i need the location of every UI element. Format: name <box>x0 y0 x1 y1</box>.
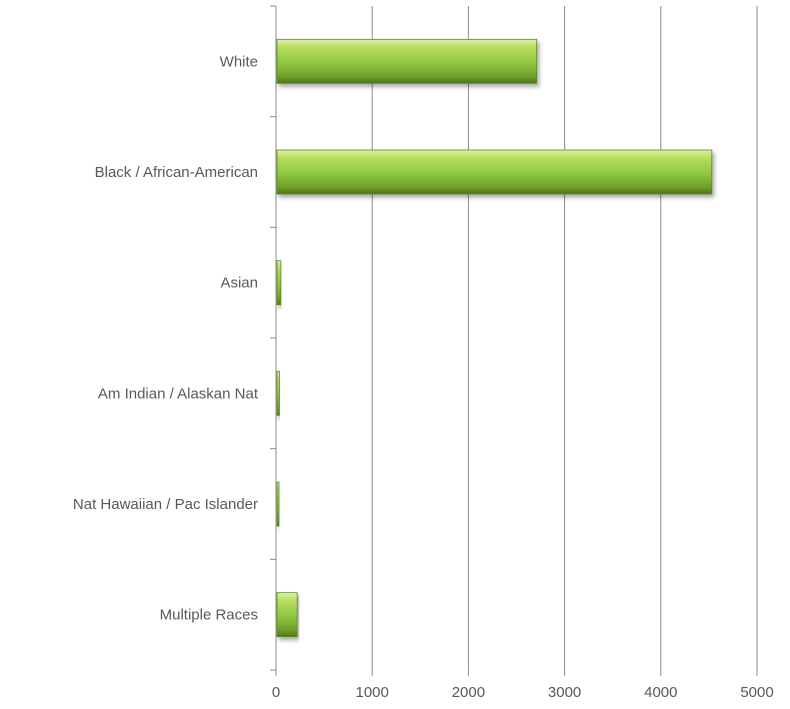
x-tick-label: 2000 <box>452 684 485 701</box>
category-label: Am Indian / Alaskan Nat <box>98 385 259 402</box>
bar <box>276 592 298 638</box>
category-label: White <box>220 53 258 70</box>
x-tick-label: 5000 <box>740 684 773 701</box>
x-tick-label: 1000 <box>356 684 389 701</box>
axes <box>270 5 758 676</box>
gridlines <box>371 6 758 670</box>
category-label: Nat Hawaiian / Pac Islander <box>73 496 258 513</box>
bar <box>276 38 538 84</box>
category-label: Multiple Races <box>160 607 258 624</box>
bar <box>276 481 280 527</box>
x-tick-label: 4000 <box>644 684 677 701</box>
category-label: Asian <box>220 275 258 292</box>
x-tick-label: 3000 <box>548 684 581 701</box>
bar <box>276 260 282 306</box>
x-tick-label: 0 <box>272 684 280 701</box>
category-label: Black / African-American <box>95 164 258 181</box>
bar <box>276 370 280 416</box>
bars <box>276 38 713 638</box>
labels: 0 1000 2000 3000 4000 5000 White Black / Africa… <box>73 53 774 701</box>
bar <box>276 149 713 195</box>
